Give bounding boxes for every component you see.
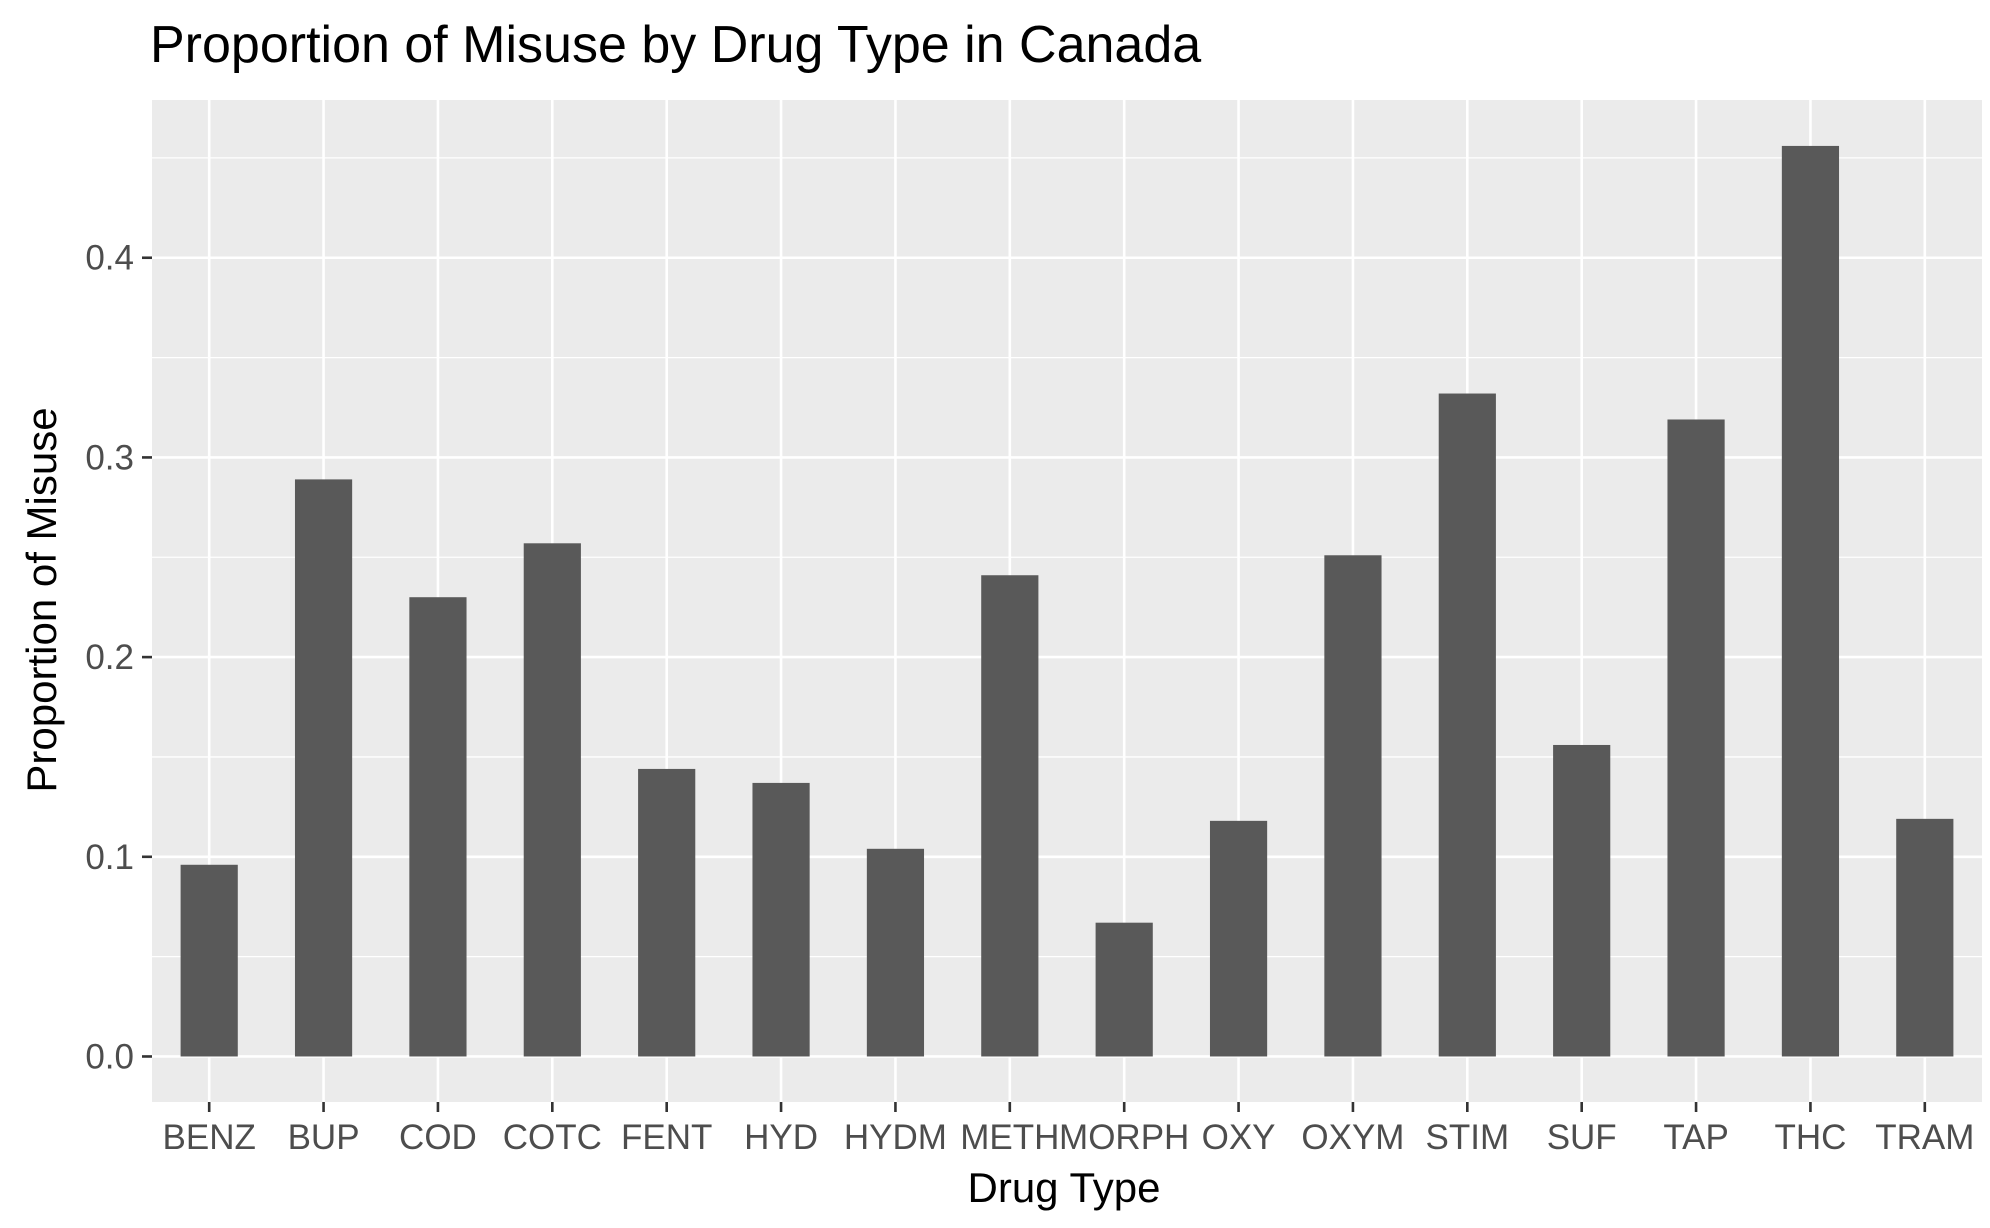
x-axis-title: Drug Type [968, 1164, 1161, 1211]
x-tick-label-fent: FENT [621, 1118, 712, 1157]
bar-tram [1896, 818, 1954, 1057]
x-tick-label-thc: THC [1774, 1118, 1846, 1157]
bar-oxym [1324, 555, 1382, 1057]
y-axis: 0.0 0.1 0.2 0.3 0.4 [85, 239, 152, 1076]
bar-oxy [1209, 820, 1268, 1057]
bar-stim [1438, 393, 1496, 1057]
bar-cotc [523, 543, 581, 1057]
x-tick-label-stim: STIM [1426, 1118, 1510, 1157]
x-tick-label-benz: BENZ [163, 1118, 256, 1157]
x-tick-label-tram: TRAM [1875, 1118, 1974, 1157]
x-tick-label-suf: SUF [1547, 1118, 1617, 1157]
x-tick-label-tap: TAP [1663, 1118, 1728, 1157]
chart-title: Proportion of Misuse by Drug Type in Can… [150, 16, 1201, 74]
x-tick-label-oxy: OXY [1202, 1118, 1276, 1157]
bar-bup [294, 479, 353, 1057]
x-tick-label-oxym: OXYM [1301, 1118, 1404, 1157]
bar-thc [1781, 145, 1840, 1057]
y-tick-label: 0.2 [85, 638, 134, 677]
y-tick-label: 0.3 [85, 438, 134, 477]
bar-hyd [752, 782, 810, 1057]
y-tick-label: 0.1 [85, 838, 134, 877]
bar-benz [180, 864, 238, 1057]
bar-tap [1667, 419, 1725, 1057]
bar-morph [1095, 922, 1153, 1057]
x-tick-label-cod: COD [399, 1118, 477, 1157]
y-tick-label: 0.0 [85, 1037, 134, 1076]
x-tick-label-cotc: COTC [503, 1118, 602, 1157]
x-tick-label-hyd: HYD [744, 1118, 818, 1157]
bar-hydm [866, 848, 925, 1057]
x-tick-label-bup: BUP [288, 1118, 360, 1157]
bars [180, 145, 1954, 1057]
x-tick-label-meth: METH [960, 1118, 1059, 1157]
x-axis: BENZ BUP COD COTC FENT HYD HYDM METH MORPH OXY OXY… [163, 1102, 1974, 1157]
bar-fent [638, 768, 696, 1057]
y-axis-title: Proportion of Misuse [18, 407, 65, 792]
bar-suf [1553, 744, 1611, 1057]
bar-meth [981, 575, 1039, 1057]
x-tick-label-hydm: HYDM [844, 1118, 947, 1157]
x-tick-label-morph: MORPH [1059, 1118, 1189, 1157]
bar-cod [409, 597, 467, 1057]
y-tick-label: 0.4 [85, 239, 134, 278]
